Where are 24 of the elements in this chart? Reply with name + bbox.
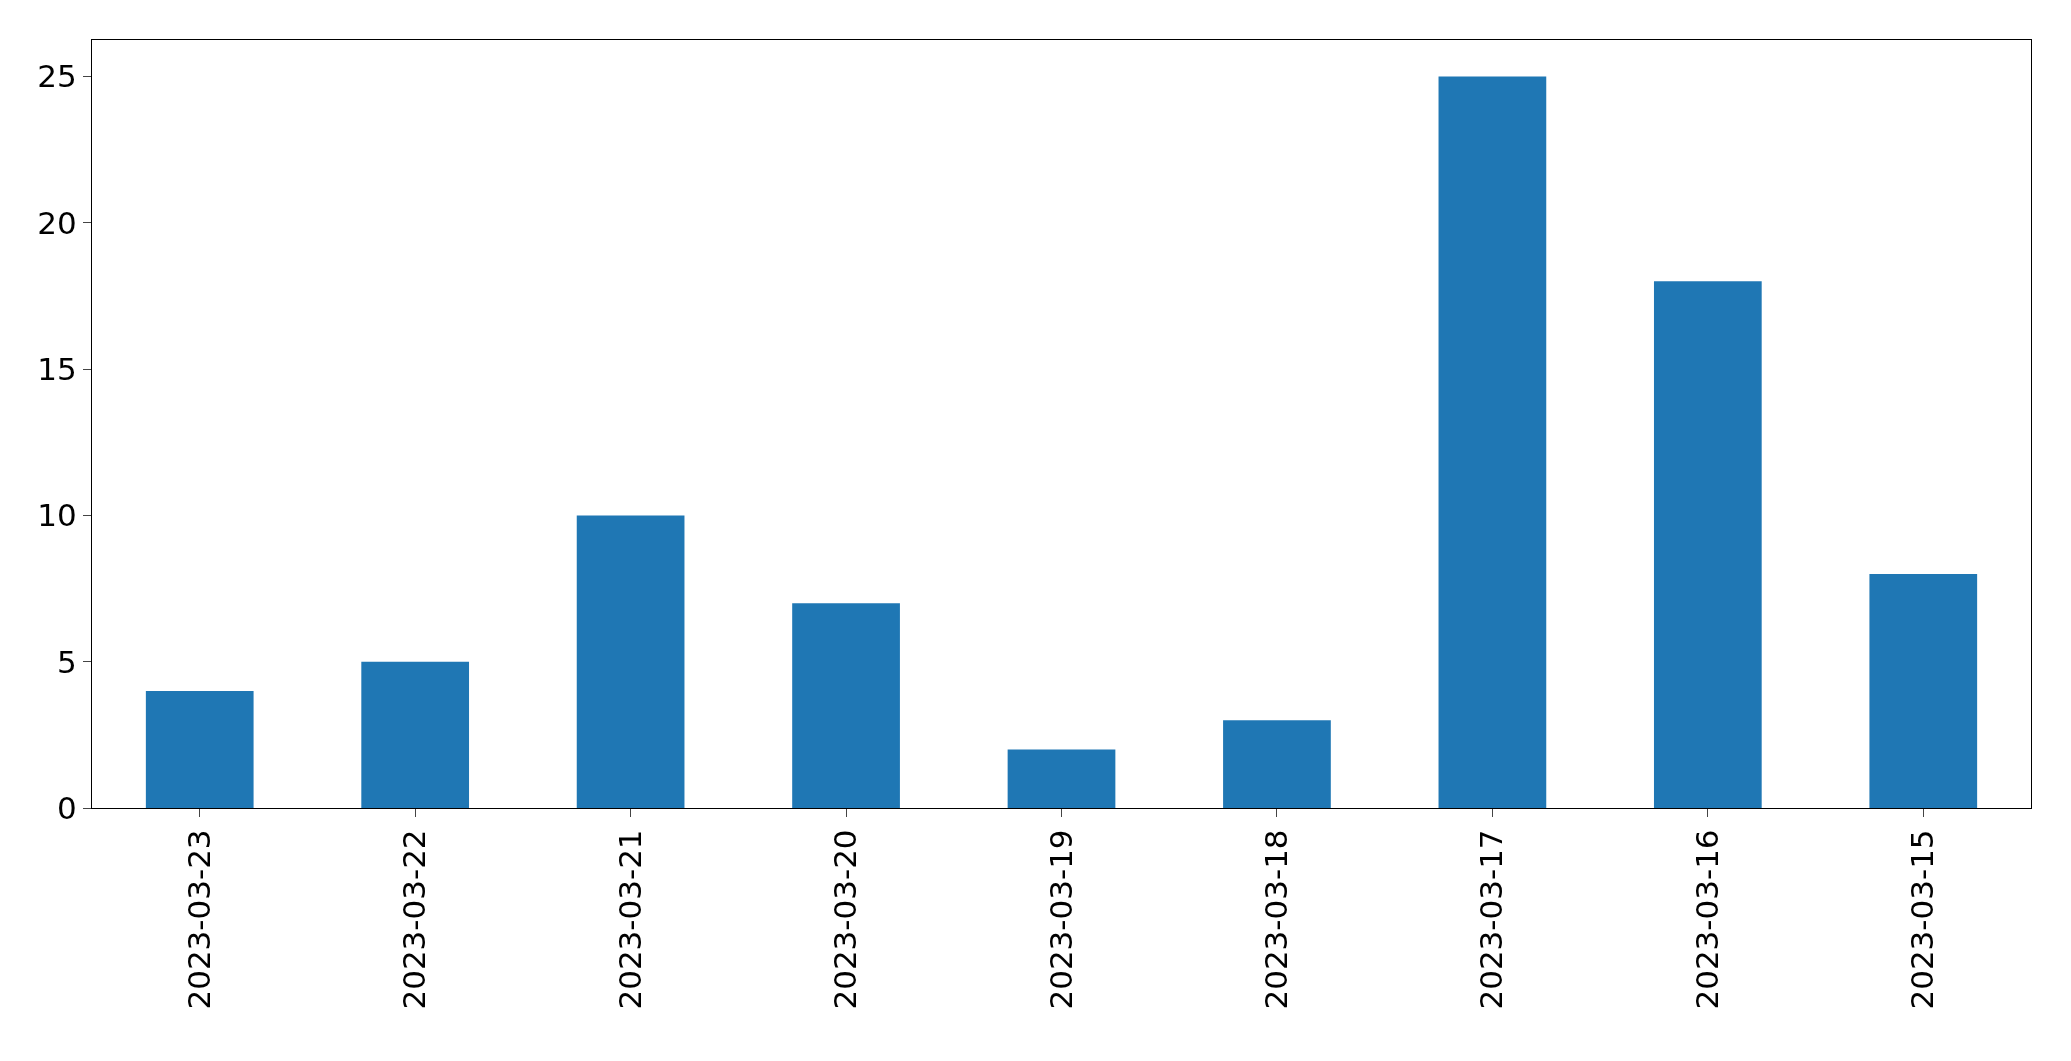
y-tick-label: 10 xyxy=(37,497,77,534)
bar xyxy=(1869,573,1978,808)
bar xyxy=(1007,749,1116,808)
x-tick-label: 2023-03-23 xyxy=(180,829,217,1010)
y-tick-label: 5 xyxy=(57,643,77,680)
y-tick-label: 25 xyxy=(37,58,77,95)
x-tick-label: 2023-03-20 xyxy=(827,829,864,1010)
bar xyxy=(361,661,470,808)
x-tick-label: 2023-03-21 xyxy=(611,829,648,1010)
x-tick-label: 2023-03-16 xyxy=(1688,829,1725,1010)
x-tick-label: 2023-03-19 xyxy=(1042,829,1079,1010)
bar xyxy=(576,515,685,808)
x-tick-label: 2023-03-18 xyxy=(1258,829,1295,1010)
y-tick-label: 15 xyxy=(37,350,77,387)
x-tick-label: 2023-03-17 xyxy=(1473,829,1510,1010)
bar xyxy=(1438,76,1547,808)
y-tick-label: 0 xyxy=(57,789,77,826)
x-tick-label: 2023-03-22 xyxy=(396,829,433,1010)
bar xyxy=(1223,720,1331,808)
bar xyxy=(1653,281,1762,808)
bar xyxy=(145,690,254,808)
x-tick-label: 2023-03-15 xyxy=(1904,829,1941,1010)
bar xyxy=(792,603,900,808)
y-tick-label: 20 xyxy=(37,204,77,241)
